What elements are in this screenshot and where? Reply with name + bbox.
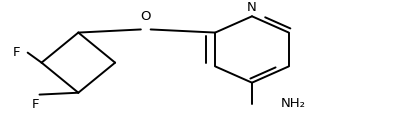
Text: O: O [140, 10, 151, 23]
Text: F: F [13, 46, 20, 59]
Text: F: F [31, 98, 39, 111]
Text: NH₂: NH₂ [280, 98, 305, 110]
Text: N: N [247, 1, 256, 14]
